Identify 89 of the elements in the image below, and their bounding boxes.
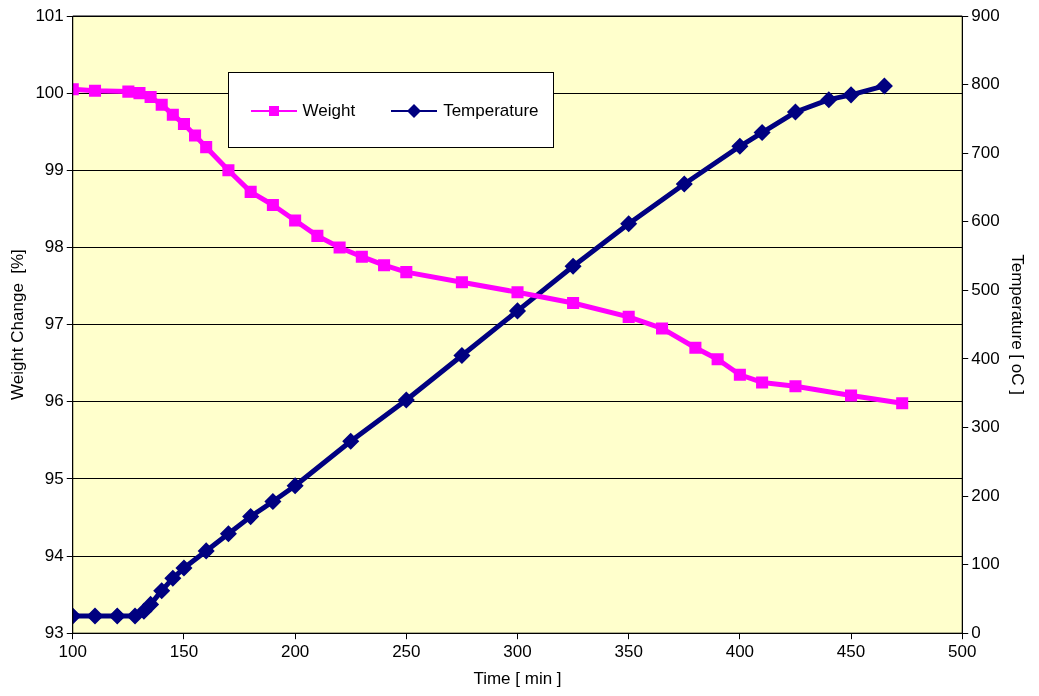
point [510,303,525,319]
point [189,129,202,142]
point [711,353,724,366]
point [122,85,135,98]
x-tick-label: 350 [614,642,643,662]
x-tick-label: 100 [58,642,87,662]
point [154,583,170,599]
point [143,596,159,612]
point [676,176,692,192]
x-tick-label: 500 [948,642,977,662]
point [567,296,580,310]
point [754,125,770,141]
point [127,608,143,624]
point [311,229,324,242]
y-tick-label: 99 [44,159,64,179]
y2-tick-label: 200 [971,485,1000,505]
point [756,376,769,389]
point [87,608,103,624]
y2-tick-label: 700 [971,142,1000,162]
y2-tick-label: 900 [971,5,1000,25]
y-tick-label: 97 [44,314,64,334]
point [733,368,746,381]
y2-tick-label: 400 [971,348,1000,368]
x-tick-label: 300 [503,642,532,662]
point [155,98,168,111]
point [144,90,157,104]
point [165,570,181,586]
y2-tick-label: 300 [971,417,1000,437]
point [455,276,468,289]
point [821,92,837,108]
point [621,216,637,232]
point [398,392,414,408]
legend-label: Temperature [443,100,539,121]
x-tick-label: 450 [836,642,866,662]
y-tick-label: 95 [44,468,64,488]
point [243,509,259,525]
y-tick-label: 100 [35,82,64,102]
point [787,104,803,120]
x-tick-label: 200 [280,642,310,662]
y-tick-label: 96 [44,391,64,411]
legend-label: Weight [302,100,356,121]
point [222,164,235,177]
point [198,543,214,559]
point [136,603,152,619]
point [176,560,192,576]
y2-tick-label: 500 [971,280,1000,299]
point [622,310,635,323]
point [287,478,303,494]
point [378,259,391,272]
point [343,433,359,449]
point [220,526,236,542]
point [400,266,413,279]
point [88,84,102,97]
y-tick-label: 93 [44,622,64,642]
point [355,250,368,263]
y2-axis-title: Temperature [ oC ] [1008,254,1028,395]
point [166,108,179,121]
y-tick-label: 94 [44,545,64,565]
x-axis-title: Time [ min ] [473,669,562,689]
point [244,185,257,198]
point [845,389,858,402]
point [876,78,892,94]
y-axis-title: Weight Change [%] [7,249,27,401]
point [896,397,909,410]
point [266,198,279,212]
y-tick-label: 98 [44,237,64,257]
y2-tick-label: 600 [971,211,1000,231]
point [789,380,802,393]
point [843,87,859,103]
point [109,608,125,624]
y2-tick-label: 800 [971,74,1000,94]
point [565,258,581,274]
y-tick-label: 101 [35,5,64,25]
point [454,347,470,363]
point [333,241,346,254]
x-tick-label: 250 [392,642,421,662]
point [689,341,702,354]
point [177,117,190,131]
point [200,141,213,154]
point [511,286,524,299]
point [265,494,281,510]
x-tick-label: 150 [169,642,199,662]
point [732,138,748,154]
y2-tick-label: 0 [971,622,981,642]
x-tick-label: 400 [725,642,755,662]
point [289,214,302,227]
point [133,87,146,100]
y2-tick-label: 100 [971,554,1000,574]
point [656,322,669,335]
